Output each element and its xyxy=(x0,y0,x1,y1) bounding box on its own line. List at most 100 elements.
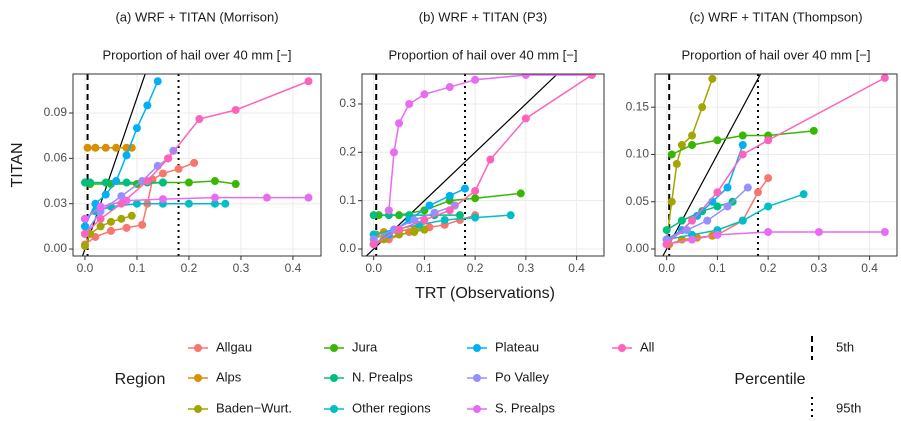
data-point xyxy=(221,199,230,208)
data-point xyxy=(703,216,712,225)
legend-key-point xyxy=(194,405,202,413)
x-tick-label: 0.1 xyxy=(709,261,726,275)
legend-label: All xyxy=(640,339,655,354)
data-point xyxy=(405,99,414,108)
legend-key-point xyxy=(330,405,338,413)
data-point xyxy=(80,229,89,238)
data-point xyxy=(455,211,464,220)
data-point xyxy=(445,206,454,215)
data-point xyxy=(662,226,671,235)
data-point xyxy=(743,183,752,192)
panel-title: (c) WRF + TITAN (Thompson) xyxy=(689,9,862,24)
panel-subtitle: Proportion of hail over 40 mm [−] xyxy=(682,47,871,62)
data-point xyxy=(420,90,429,99)
data-point xyxy=(738,150,747,159)
legend-key-point xyxy=(330,374,338,382)
data-point xyxy=(516,189,525,198)
data-point xyxy=(80,214,89,223)
data-point xyxy=(106,217,115,226)
x-tick-label: 0.3 xyxy=(518,261,535,275)
series-line xyxy=(84,80,309,235)
x-tick-label: 0.2 xyxy=(467,261,484,275)
legend-label: Baden−Wurt. xyxy=(216,400,292,415)
y-tick-label: 0.3 xyxy=(339,96,356,110)
data-point xyxy=(688,235,697,244)
x-tick-label: 0.1 xyxy=(416,261,433,275)
panel-title: (b) WRF + TITAN (P3) xyxy=(419,9,547,24)
data-point xyxy=(799,190,808,199)
x-tick-label: 0.0 xyxy=(658,261,675,275)
data-point xyxy=(672,159,681,168)
data-point xyxy=(127,211,136,220)
data-point xyxy=(112,143,121,152)
data-point xyxy=(425,201,434,210)
series-line xyxy=(666,77,886,245)
data-point xyxy=(395,225,404,234)
data-point xyxy=(677,216,686,225)
data-point xyxy=(184,178,193,187)
data-point xyxy=(184,199,193,208)
data-point xyxy=(132,199,141,208)
panel-subtitle: Proportion of hail over 40 mm [−] xyxy=(389,47,578,62)
data-point xyxy=(96,222,105,231)
y-tick-label: 0.0 xyxy=(339,241,356,255)
x-tick-label: 0.2 xyxy=(181,261,198,275)
y-tick-label: 0.00 xyxy=(626,241,650,255)
data-point xyxy=(764,202,773,211)
x-tick-label: 0.4 xyxy=(568,261,585,275)
data-point xyxy=(764,136,773,145)
plot-area xyxy=(655,74,897,256)
data-point xyxy=(410,215,419,224)
legend-key-point xyxy=(194,344,202,352)
data-point xyxy=(667,197,676,206)
data-point xyxy=(83,143,92,152)
data-point xyxy=(210,177,219,186)
data-point xyxy=(210,193,219,202)
x-tick-label: 0.0 xyxy=(365,261,382,275)
legend-label: N. Prealps xyxy=(352,369,413,384)
data-point xyxy=(723,202,732,211)
legend-label: S. Prealps xyxy=(495,400,555,415)
data-point xyxy=(713,230,722,239)
y-tick-label: 0.09 xyxy=(44,105,68,119)
legend-label: Po Valley xyxy=(495,369,549,384)
panel-border xyxy=(361,73,605,257)
data-point xyxy=(80,242,89,251)
data-point xyxy=(395,119,404,128)
identity-line xyxy=(662,74,762,256)
y-tick-label: 0.03 xyxy=(44,196,68,210)
data-point xyxy=(738,216,747,225)
data-point xyxy=(117,192,126,201)
data-point xyxy=(96,214,105,223)
data-point xyxy=(304,77,313,86)
data-point xyxy=(101,178,110,187)
data-point xyxy=(420,225,429,234)
data-point xyxy=(153,77,162,86)
data-point xyxy=(112,177,121,186)
data-point xyxy=(662,240,671,249)
data-point xyxy=(688,216,697,225)
plot-area xyxy=(362,74,604,256)
data-point xyxy=(117,199,126,208)
data-point xyxy=(471,194,480,203)
data-point xyxy=(164,154,173,163)
data-point xyxy=(738,141,747,150)
plot-area xyxy=(73,74,321,256)
data-point xyxy=(96,202,105,211)
data-point xyxy=(587,74,596,79)
data-point xyxy=(231,180,240,189)
data-point xyxy=(132,124,141,133)
data-point xyxy=(158,169,167,178)
data-point xyxy=(460,184,469,193)
y-tick-label: 0.06 xyxy=(44,151,68,165)
data-point xyxy=(471,213,480,222)
legend-label: Jura xyxy=(352,339,378,354)
legend-label: Allgau xyxy=(216,339,252,354)
data-point xyxy=(471,75,480,84)
x-tick-label: 0.3 xyxy=(811,261,828,275)
data-point xyxy=(688,131,697,140)
y-tick-label: 0.05 xyxy=(626,194,650,208)
data-point xyxy=(809,126,818,135)
legend-label: Alps xyxy=(216,369,242,384)
